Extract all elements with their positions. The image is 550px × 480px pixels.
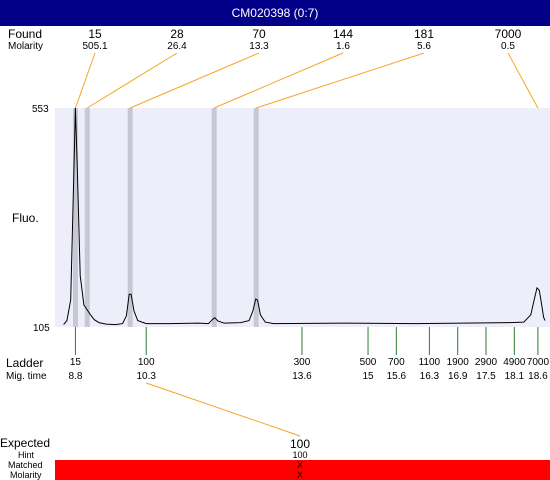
ladder-migtime-300: 13.6	[292, 371, 312, 382]
match-status-bar	[55, 460, 550, 480]
found-size-70: 70	[252, 27, 266, 41]
ladder-migtime-500: 15	[362, 371, 374, 382]
found-size-7000: 7000	[494, 27, 522, 41]
y-axis-label: Fluo.	[12, 211, 39, 225]
title-bar: CM020398 (0:7)	[0, 0, 550, 26]
ladder-size-4900: 4900	[503, 357, 526, 368]
callout-line-7000	[507, 52, 539, 109]
found-molarity-28: 26.4	[167, 41, 187, 52]
ladder-migtime-1100: 16.3	[419, 371, 440, 382]
ladder-row-label: Ladder	[6, 356, 44, 370]
ladder-size-300: 300	[293, 357, 311, 368]
found-size-144: 144	[332, 27, 354, 41]
ladder-size-7000: 7000	[526, 357, 550, 368]
ladder-size-2900: 2900	[474, 357, 498, 368]
found-molarity-70: 13.3	[249, 41, 269, 52]
ladder-migtime-4900: 18.1	[504, 371, 525, 382]
found-size-15: 15	[88, 27, 102, 41]
found-size-181: 181	[413, 27, 435, 41]
peak-band-70	[127, 108, 133, 327]
found-molarity-144: 1.6	[336, 41, 350, 52]
callout-line-70	[129, 52, 260, 109]
found-molarity-7000: 0.5	[501, 41, 515, 52]
molarity-row-label: Molarity	[8, 41, 44, 52]
peak-band-181	[253, 108, 259, 327]
y-tick-min: 105	[33, 323, 50, 334]
ladder-migtime-15: 8.8	[68, 371, 83, 382]
callout-line-28	[86, 52, 178, 109]
ladder-migtime-7000: 18.6	[528, 371, 548, 382]
ladder-size-100: 100	[137, 357, 155, 368]
ladder-size-500: 500	[359, 357, 377, 368]
ladder-migtime-1900: 16.9	[447, 371, 468, 382]
peak-band-144	[211, 108, 217, 327]
callout-line-144	[213, 52, 344, 109]
ladder-migtime-2900: 17.5	[476, 371, 496, 382]
plot-area	[55, 108, 550, 327]
expected-callout-line-100	[146, 382, 301, 437]
found-row-label: Found	[8, 27, 43, 41]
ladder-size-700: 700	[388, 357, 405, 368]
expected-size-100: 100	[289, 437, 311, 451]
ladder-size-15: 15	[69, 357, 81, 368]
found-size-28: 28	[170, 27, 184, 41]
matched-value-100: X	[296, 460, 304, 470]
fluorescence-trace	[63, 107, 546, 326]
hint-row-label: Hint	[18, 450, 35, 460]
expected-row-label: Expected	[0, 436, 51, 450]
peak-band-28	[84, 108, 90, 327]
ladder-migtime-700: 15.6	[386, 371, 407, 382]
found-molarity-15: 505.1	[82, 41, 108, 52]
hint-value-100: 100	[292, 450, 308, 460]
callout-line-181	[256, 52, 425, 109]
ladder-size-1100: 1100	[418, 357, 441, 368]
mig-time-row-label: Mig. time	[6, 371, 47, 382]
ladder-migtime-100: 10.3	[136, 371, 156, 382]
peak-band-15	[72, 108, 78, 327]
found-molarity-181: 5.6	[417, 41, 431, 52]
callout-line-15	[74, 52, 96, 109]
y-tick-max: 553	[32, 104, 49, 115]
molarity-bottom-row-label: Molarity	[10, 470, 42, 480]
ladder-size-1900: 1900	[446, 357, 469, 368]
molarity-value-100: X	[296, 470, 304, 480]
matched-row-label: Matched	[8, 460, 43, 470]
